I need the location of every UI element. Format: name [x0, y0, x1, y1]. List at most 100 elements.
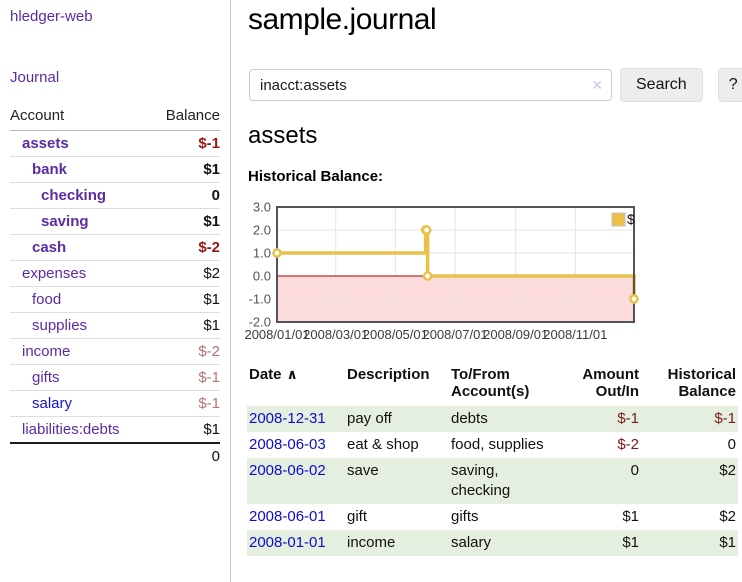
app-title-link[interactable]: hledger-web: [10, 8, 93, 25]
search-button[interactable]: Search: [620, 68, 703, 102]
register-column-header: Amount Out/In: [582, 366, 639, 400]
sidebar-account-balance: $-1: [150, 130, 220, 157]
transaction-balance-cell: 0: [727, 436, 736, 453]
data-point-marker: [629, 294, 639, 304]
historical-balance-chart[interactable]: 3.0 2.0 1.0 0.0 -1.0 -2.02008/01/012008/03/01…: [245, 200, 655, 345]
sidebar-account-link[interactable]: food: [32, 291, 62, 308]
sidebar-account-link[interactable]: cash: [32, 239, 67, 256]
sidebar-account-balance: $1: [150, 208, 220, 235]
legend-swatch: [611, 212, 626, 227]
transaction-date-cell: 2008-12-31: [247, 406, 345, 432]
transaction-date-link[interactable]: 2008-12-31: [249, 410, 326, 427]
sidebar-account-balance: $1: [150, 286, 220, 313]
register-column-header: Historical Balance: [667, 366, 736, 400]
legend-label: $: [627, 211, 635, 227]
sidebar-item-journal[interactable]: Journal: [10, 69, 60, 86]
y-tick-label: 0.0: [253, 269, 271, 284]
data-point-marker: [421, 225, 432, 235]
register-header-row: Date ∧ Description To/From Account(s) Amount…: [247, 362, 738, 406]
register-body: 2008-12-31 pay off debts $-1 $-1 2008-06-03 ea…: [247, 406, 738, 556]
transaction-accounts-cell: food, supplies: [451, 436, 544, 453]
register-row: 2008-06-03 eat & shop food, supplies $-2 0: [247, 432, 738, 458]
clear-search-icon[interactable]: ✕: [591, 77, 603, 93]
help-button[interactable]: ?: [717, 68, 742, 102]
transaction-balance-cell: $1: [719, 534, 736, 551]
sidebar-account-link[interactable]: saving: [41, 213, 89, 230]
sidebar-account-balance: $2: [150, 260, 220, 287]
register-column-header: To/From Account(s): [451, 366, 530, 400]
y-tick-label: 3.0: [253, 200, 271, 215]
y-tick-label: 2.0: [253, 223, 271, 238]
sidebar-accounts-body: assets $-1 bank $1 checking 0 saving $1 cash $-2 e…: [10, 130, 220, 444]
x-tick-label: 2008/03/01: [303, 327, 368, 342]
transaction-date-link[interactable]: 2008-01-01: [249, 534, 326, 551]
y-tick-label: 1.0: [253, 246, 271, 261]
transaction-description-cell: eat & shop: [347, 436, 419, 453]
transaction-amount-cell: $1: [622, 508, 639, 525]
sidebar-account-link[interactable]: income: [22, 343, 71, 360]
sidebar-account-name: income: [10, 338, 151, 365]
sidebar-accounts-header-row: Account Balance: [10, 102, 220, 131]
sidebar-account-balance: $1: [150, 156, 220, 183]
sidebar-total-balance: 0: [150, 442, 220, 469]
transaction-date-link[interactable]: 2008-06-01: [249, 508, 326, 525]
register-row: 2008-12-31 pay off debts $-1 $-1: [247, 406, 738, 432]
register-column-header[interactable]: Date ∧: [249, 366, 298, 383]
sidebar-account-link[interactable]: assets: [22, 135, 69, 152]
transaction-balance-cell: $2: [719, 462, 736, 479]
transaction-date-cell: 2008-06-03: [247, 432, 345, 458]
sidebar-account-link[interactable]: liabilities:debts: [22, 421, 120, 438]
page-title: sample.journal: [248, 3, 437, 36]
sidebar-account-row: income $-2: [10, 338, 220, 365]
search-bar: ✕ Search ?: [249, 68, 742, 102]
sidebar-account-balance: 0: [150, 182, 220, 209]
chart-container: 3.0 2.0 1.0 0.0 -1.0 -2.0 2008/01/01 2008/03/01…: [245, 200, 655, 345]
plot-border: [276, 206, 635, 323]
account-heading: assets: [248, 122, 318, 149]
sidebar: hledger-web Journal Account Balance asse…: [0, 0, 231, 582]
sidebar-account-link[interactable]: salary: [32, 395, 73, 412]
transaction-description-cell: save: [347, 462, 379, 479]
sidebar-total-spacer: [10, 442, 151, 469]
sidebar-account-link[interactable]: bank: [32, 161, 68, 178]
transaction-amount-cell: $-1: [617, 410, 639, 427]
sidebar-account-row: expenses $2: [10, 260, 220, 287]
sidebar-account-row: food $1: [10, 286, 220, 313]
transaction-date-link[interactable]: 2008-06-02: [249, 462, 326, 479]
transaction-description-cell: gift: [347, 508, 368, 525]
x-tick-label: 2008/11/01: [543, 327, 607, 342]
sidebar-account-link[interactable]: gifts: [32, 369, 60, 386]
transaction-amount-cell: 0: [630, 462, 639, 479]
search-input[interactable]: [249, 69, 612, 101]
sidebar-account-name: food: [10, 286, 151, 313]
sidebar-account-balance: $1: [150, 312, 220, 339]
data-point-marker: [422, 271, 433, 281]
sidebar-account-link[interactable]: checking: [41, 187, 107, 204]
register-row: 2008-01-01 income salary $1 $1: [247, 530, 738, 556]
transaction-amount-cell: $1: [622, 534, 639, 551]
transaction-date-link[interactable]: 2008-06-03: [249, 436, 326, 453]
sidebar-accounts-table: Account Balance assets $-1 bank $1 checking 0…: [10, 102, 220, 469]
sidebar-account-balance: $-2: [150, 338, 220, 365]
sidebar-account-row: cash $-2: [10, 234, 220, 261]
register-column-header: Description: [347, 366, 430, 383]
sidebar-account-row: gifts $-1: [10, 364, 220, 391]
transaction-description-cell: income: [347, 534, 396, 551]
sidebar-account-row: bank $1: [10, 156, 220, 183]
sidebar-account-name: expenses: [10, 260, 151, 287]
transaction-balance-cell: $2: [719, 508, 736, 525]
y-tick-label: -1.0: [249, 292, 271, 307]
account-column-header: Account: [10, 102, 151, 131]
transaction-description-cell: pay off: [347, 410, 392, 427]
sidebar-account-row: checking 0: [10, 182, 220, 209]
transaction-accounts-cell: saving, checking: [451, 462, 511, 499]
sidebar-account-link[interactable]: expenses: [22, 265, 87, 282]
sidebar-account-row: liabilities:debts $1: [10, 416, 220, 444]
sidebar-account-balance: $1: [150, 416, 220, 444]
main-content: sample.journal ✕ Search ? assets Histori…: [245, 0, 742, 582]
transaction-date-cell: 2008-06-02: [247, 458, 345, 504]
sidebar-account-name: saving: [10, 208, 151, 235]
transaction-amount-cell: $-2: [617, 436, 639, 453]
sidebar-account-link[interactable]: supplies: [32, 317, 88, 334]
